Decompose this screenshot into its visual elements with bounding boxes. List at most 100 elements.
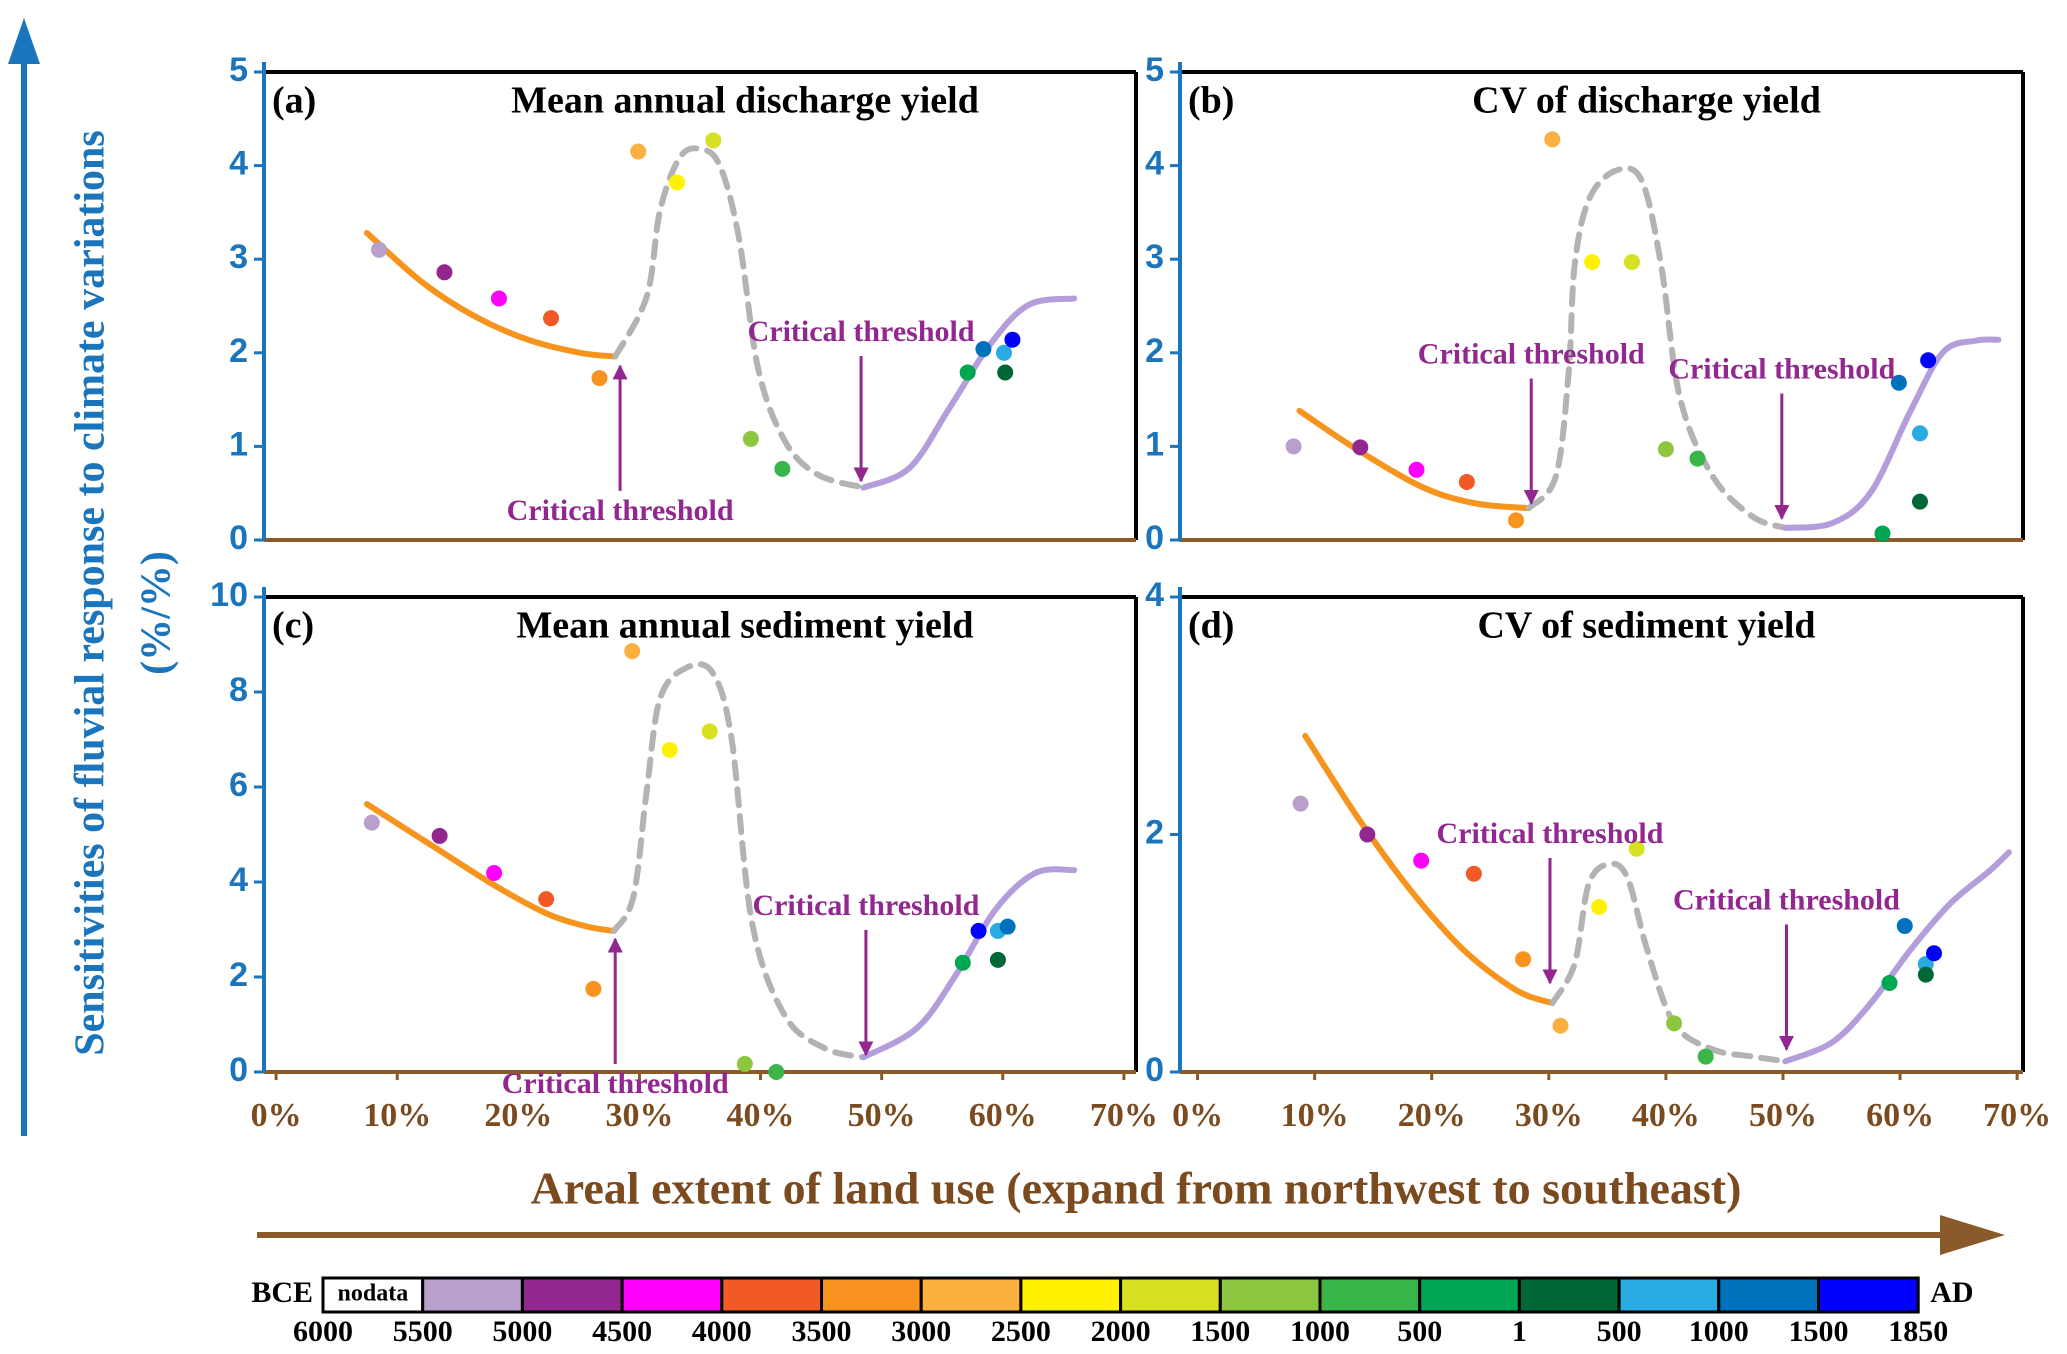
data-point <box>1911 493 1928 510</box>
data-point <box>624 643 641 660</box>
x-tick-label: 10% <box>363 1097 431 1134</box>
fit-curve <box>860 866 1078 1061</box>
data-point <box>630 143 647 160</box>
threshold-label: Critical threshold <box>748 315 975 348</box>
y-tick-label: 3 <box>1145 238 1164 276</box>
colorbar-segment <box>1617 1276 1721 1314</box>
y-tick-label: 2 <box>229 956 248 994</box>
x-tick-label: 50% <box>1749 1097 1817 1134</box>
threshold-label: Critical threshold <box>1668 352 1895 385</box>
data-point <box>959 364 976 381</box>
colorbar-tick-label: 1000 <box>1689 1315 1749 1348</box>
colorbar-segment <box>1717 1276 1821 1314</box>
panel-title: Mean annual discharge yield <box>511 80 979 122</box>
fit-curve <box>1296 407 1532 512</box>
data-point <box>538 891 555 908</box>
colorbar-tick-label: 1500 <box>1190 1315 1250 1348</box>
data-point <box>1292 795 1309 812</box>
data-point <box>1544 131 1561 148</box>
data-point <box>1628 840 1645 857</box>
data-point <box>997 364 1014 381</box>
data-point <box>1413 852 1430 869</box>
colorbar-segment <box>520 1276 624 1314</box>
data-point <box>954 954 971 971</box>
x-tick-label: 20% <box>484 1097 552 1134</box>
data-point <box>1666 1015 1683 1032</box>
panel-title: CV of discharge yield <box>1472 80 1821 122</box>
data-point <box>668 174 685 191</box>
colorbar-segment <box>720 1276 823 1314</box>
data-point <box>371 241 388 258</box>
data-point <box>1352 439 1369 456</box>
data-point <box>1408 461 1425 478</box>
colorbar-tick-label: 1500 <box>1789 1315 1849 1348</box>
y-arrow-head <box>8 18 40 64</box>
panel-label: (b) <box>1188 80 1234 122</box>
colorbar-tick-label: 500 <box>1597 1315 1642 1348</box>
colorbar-segment <box>1019 1276 1123 1314</box>
data-point <box>999 918 1016 935</box>
y-tick-label: 4 <box>1145 576 1164 614</box>
data-point <box>1689 450 1706 467</box>
x-tick-label: 60% <box>1866 1097 1934 1134</box>
y-tick-label: 0 <box>1145 1051 1164 1089</box>
y-tick-label: 3 <box>229 238 248 276</box>
data-point <box>1911 425 1928 442</box>
colorbar-segment <box>919 1276 1023 1314</box>
data-point <box>585 980 602 997</box>
colorbar-tick-label: 2000 <box>1091 1315 1151 1348</box>
x-tick-label: 60% <box>969 1097 1037 1134</box>
data-point <box>1920 352 1937 369</box>
colorbar-tick-label: 1850 <box>1888 1315 1948 1348</box>
x-tick-label: 40% <box>1632 1097 1700 1134</box>
y-axis-label: Sensitivities of fluvial response to cli… <box>68 130 114 1056</box>
colorbar-tick-label: 1000 <box>1290 1315 1350 1348</box>
data-point <box>1657 441 1674 458</box>
y-tick-label: 1 <box>229 425 248 463</box>
data-point <box>742 430 759 447</box>
data-point <box>768 1064 785 1080</box>
data-point <box>1458 473 1475 490</box>
data-point <box>701 723 718 740</box>
x-tick-label: 10% <box>1281 1097 1349 1134</box>
y-tick-label: 2 <box>229 332 248 370</box>
colorbar-segment <box>1817 1276 1920 1314</box>
data-point <box>774 460 791 477</box>
threshold-label: Critical threshold <box>502 1067 729 1100</box>
x-tick-label: 30% <box>1515 1097 1583 1134</box>
y-tick-label: 10 <box>210 576 248 614</box>
x-tick-label: 70% <box>1983 1097 2051 1134</box>
y-axis-unit: (%/%) <box>134 551 180 675</box>
fit-curve <box>611 661 867 1061</box>
data-point <box>1359 826 1376 843</box>
panel-title: Mean annual sediment yield <box>516 605 973 647</box>
data-point <box>1465 865 1482 882</box>
data-point <box>591 370 608 387</box>
x-tick-label: 0% <box>1172 1097 1223 1134</box>
data-point <box>436 264 453 281</box>
data-point <box>736 1055 753 1072</box>
panel-label: (a) <box>272 80 316 122</box>
data-point <box>1890 374 1907 391</box>
data-point <box>661 741 678 758</box>
data-point <box>1623 254 1640 271</box>
fit-curve <box>612 145 867 491</box>
panel-title: CV of sediment yield <box>1477 605 1815 647</box>
colorbar-nodata-label: nodata <box>338 1281 409 1307</box>
x-tick-label: 20% <box>1398 1097 1466 1134</box>
y-tick-label: 5 <box>1145 51 1164 89</box>
colorbar-tick-label: 500 <box>1397 1315 1442 1348</box>
data-point <box>1285 438 1302 455</box>
data-point <box>1697 1048 1714 1065</box>
colorbar-segment <box>421 1276 524 1314</box>
threshold-label: Critical threshold <box>1673 883 1900 916</box>
colorbar-tick-label: 2500 <box>991 1315 1051 1348</box>
fit-curve <box>1782 336 2002 531</box>
y-tick-label: 4 <box>229 145 248 183</box>
data-point <box>490 290 507 307</box>
y-tick-label: 1 <box>1145 425 1164 463</box>
data-point <box>1896 917 1913 934</box>
x-tick-label: 40% <box>727 1097 795 1134</box>
